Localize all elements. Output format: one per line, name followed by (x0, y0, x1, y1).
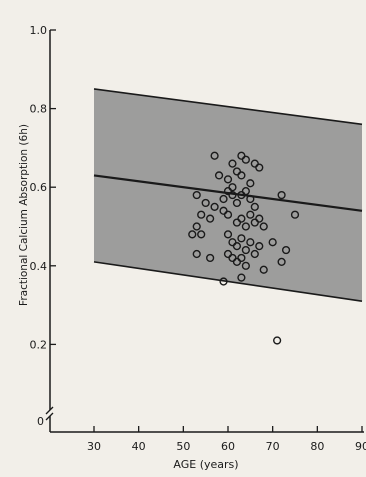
data-point (192, 222, 201, 231)
data-point (246, 179, 255, 188)
data-point (206, 253, 215, 263)
data-point (268, 238, 277, 247)
data-point (197, 230, 206, 239)
data-point (237, 214, 246, 223)
data-point (197, 210, 206, 219)
data-point (241, 187, 250, 196)
data-point (210, 202, 219, 211)
x-tick-label: 30 (87, 440, 101, 453)
data-point (223, 210, 233, 219)
data-point (259, 222, 268, 231)
data-point (241, 155, 250, 164)
data-point (210, 151, 219, 160)
data-point (250, 249, 259, 259)
data-point (255, 242, 264, 251)
x-tick-label: 70 (266, 440, 280, 453)
text-layer: 0.2 0.4 0.6 0.8 1.0 0 30 40 50 60 70 80 90 AGE (years… (18, 24, 366, 471)
data-point (255, 214, 264, 223)
data-point (273, 336, 282, 345)
data-point (246, 194, 255, 204)
data-point (206, 214, 215, 223)
data-point (241, 261, 250, 270)
y-tick-label: 0.8 (30, 103, 48, 116)
data-point (255, 163, 264, 172)
data-point (250, 202, 259, 211)
x-tick-label: 60 (221, 440, 235, 453)
y-tick-label: 0.4 (30, 260, 48, 273)
data-point (228, 159, 237, 168)
y-tick-label: 0.2 (30, 338, 48, 351)
x-tick-label: 90 (355, 440, 366, 453)
y-axis-break-mark (45, 412, 54, 421)
band-upper-edge (93, 88, 363, 126)
axes-layer (45, 29, 364, 433)
x-tick-label: 80 (310, 440, 324, 453)
data-point (214, 171, 224, 180)
data-point (223, 230, 233, 239)
data-point (228, 190, 237, 200)
data-point (237, 234, 246, 243)
mean-line (93, 174, 363, 212)
data-point (259, 265, 268, 274)
data-point (232, 242, 242, 251)
x-tick-label: 50 (176, 440, 190, 453)
y-axis-break-mark (45, 406, 54, 415)
y-origin-label: 0 (37, 415, 44, 428)
data-point (219, 194, 228, 204)
data-point (241, 245, 250, 255)
data-point (277, 190, 286, 200)
data-point (232, 198, 242, 208)
data-point (201, 198, 210, 208)
data-point (192, 249, 201, 259)
data-point (219, 277, 228, 286)
data-point (188, 230, 197, 239)
data-point (246, 210, 255, 219)
band-lower-edge (93, 261, 363, 302)
data-point (192, 190, 201, 200)
data-point (237, 253, 246, 263)
data-point (281, 245, 291, 255)
y-tick-label: 1.0 (30, 24, 48, 37)
data-point (241, 222, 250, 231)
data-point (237, 171, 246, 180)
data-point (237, 273, 246, 282)
x-tick-label: 40 (132, 440, 146, 453)
x-axis-title: AGE (years) (173, 458, 238, 471)
y-tick-label: 0.6 (30, 181, 48, 194)
data-point (277, 257, 286, 266)
y-axis-title: Fractional Calcium Absorption (6h) (18, 124, 30, 306)
data-point (246, 238, 255, 247)
data-point (223, 175, 233, 184)
data-points-layer (188, 151, 300, 345)
data-point (290, 210, 300, 219)
